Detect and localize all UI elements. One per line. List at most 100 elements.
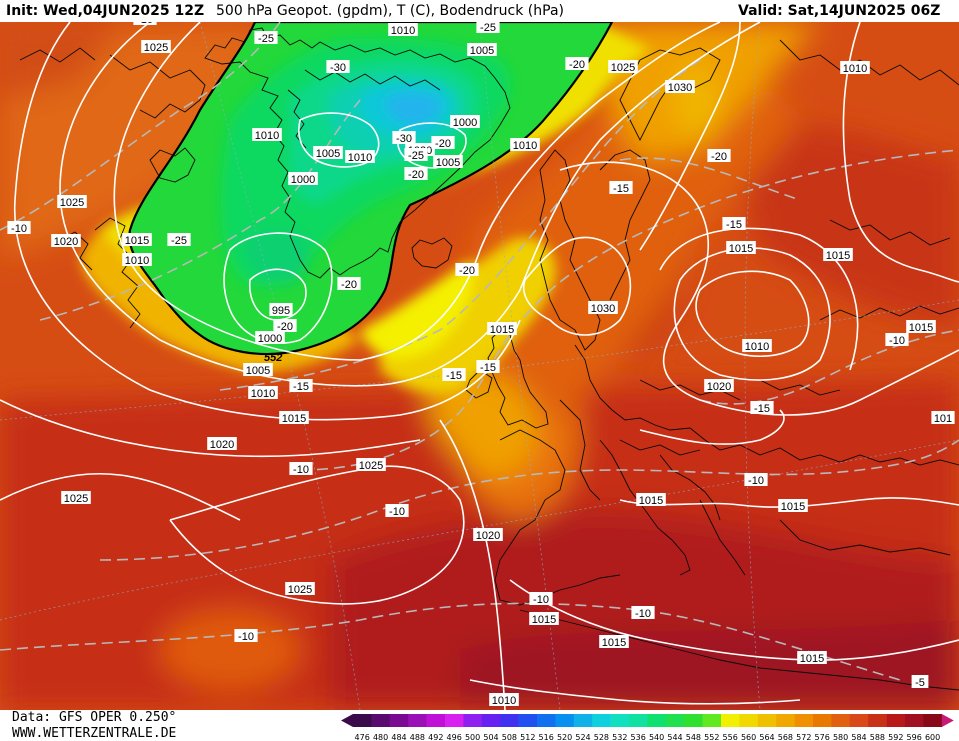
pressure-label: 1010 [252,128,282,142]
temperature-label: -10 [631,606,655,620]
pressure-label-background [599,635,629,648]
temperature-label-background [404,148,428,161]
temperature-label: -20 [565,57,589,71]
pressure-label-text: 1015 [909,322,933,334]
colorbar-tick-label: 528 [594,733,609,741]
pressure-label-text: 1010 [391,25,415,37]
temperature-label-text: -20 [569,59,585,71]
temperature-label: -10 [529,592,553,606]
pressure-label-background [313,146,343,159]
pressure-label: 1005 [467,43,497,57]
colorbar-tick-label: 568 [778,733,793,741]
pressure-label: 1005 [243,363,273,377]
pressure-label-background [823,248,853,261]
pressure-label-text: 1030 [668,82,692,94]
temperature-label-background [476,22,500,33]
pressure-label-text: 1010 [513,140,537,152]
pressure-label-text: 1000 [453,117,477,129]
temperature-label-background [631,606,655,619]
temperature-label: -15 [476,360,500,374]
temperature-label-background [385,504,409,517]
pressure-label: 1010 [840,61,870,75]
pressure-label-background [467,43,497,56]
temperature-label-text: -5 [915,677,925,689]
pressure-label: 1025 [608,60,638,74]
pressure-label: 1015 [778,499,808,513]
pressure-label: 101 [931,411,955,425]
pressure-label: 995 [269,303,293,317]
temperature-label-text: -10 [238,631,254,643]
pressure-label-text: 1020 [210,439,234,451]
pressure-label-background [122,233,152,246]
temperature-label-text: -10 [635,608,651,620]
temperature-isotherms [0,22,959,681]
temperature-label: -10 [289,462,313,476]
colorbar-tick-label: 572 [796,733,811,741]
temperature-label-background [404,167,428,180]
temperature-label-text: -15 [480,362,496,374]
temperature-label-background [337,277,361,290]
colorbar-tick-label: 524 [575,733,590,741]
pressure-label-text: 1000 [291,174,315,186]
pressure-label: 1025 [141,40,171,54]
temperature-label-background [133,22,157,25]
colorbar-tick-label: 476 [355,733,370,741]
temperature-label-background [392,131,416,144]
colorbar-swatch [573,714,593,727]
temperature-label-background [609,181,633,194]
pressure-label-background [840,61,870,74]
pressure-label-text: 1010 [492,695,516,707]
colorbar-swatch [555,714,575,727]
pressure-label-text: 1030 [591,303,615,315]
colorbar-tick-label: 560 [741,733,756,741]
colorbar-tick-label: 500 [465,733,480,741]
colorbar-swatch [537,714,556,727]
pressure-label-background [726,241,756,254]
pressure-label-background [388,23,418,36]
temperature-label: -10 [385,504,409,518]
pressure-label: 1015 [529,612,559,626]
pressure-label-text: 1025 [288,584,312,596]
pressure-label: 1000 [450,115,480,129]
temperature-label-text: -20 [435,138,451,150]
pressure-label-text: 1005 [436,157,460,169]
colorbar-tick-label: 552 [704,733,719,741]
pressure-label-background [608,60,638,73]
colorbar-swatch [463,714,483,727]
pressure-label: 1015 [599,635,629,649]
colorbar-swatch [518,714,538,727]
temperature-label-background [167,233,191,246]
temperature-label-text: -10 [748,475,764,487]
temperature-label-text: -30 [330,62,346,74]
pressure-label: 1010 [489,693,519,707]
colorbar-swatch [647,714,667,727]
pressure-label: 1010 [122,253,152,267]
temperature-label: -30 [392,131,416,145]
temperature-label-text: -15 [293,381,309,393]
temperature-labels: -10-25-25-30-20-30-20-25-20-20-15-10-25-… [7,22,929,689]
temperature-label: -10 [744,473,768,487]
pressure-label: 1015 [636,493,666,507]
pressure-label-background [529,612,559,625]
temperature-label-background [289,462,313,475]
temperature-label-text: -15 [613,183,629,195]
colorbar-swatch [831,714,851,727]
pressure-label-background [61,491,91,504]
pressure-label-text: 1025 [611,62,635,74]
pressure-label-background [742,339,772,352]
temperature-label-text: -20 [408,169,424,181]
colorbar-tick-label: 556 [723,733,738,741]
colorbar-swatch [849,714,869,727]
temperature-label-background [565,57,589,70]
pressure-label-background [207,437,237,450]
temperature-label-background [911,675,929,688]
colorbar-tick-label: 496 [447,733,462,741]
pressure-label: 1030 [665,80,695,94]
colorbar-swatch [408,714,427,727]
temperature-label-text: -15 [726,219,742,231]
pressure-label-text: 1020 [707,381,731,393]
temperature-label: -20 [455,263,479,277]
temperature-label-background [750,401,774,414]
colorbar-tick-label: 504 [483,733,498,741]
temperature-label-background [885,333,909,346]
